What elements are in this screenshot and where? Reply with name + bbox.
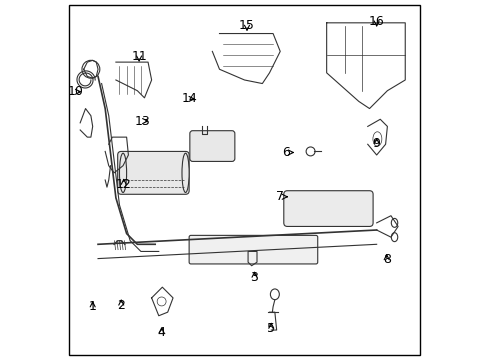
Text: 10: 10 — [67, 85, 83, 98]
Ellipse shape — [182, 153, 189, 193]
Ellipse shape — [270, 289, 279, 300]
Text: 9: 9 — [372, 137, 380, 150]
Text: 15: 15 — [239, 19, 254, 32]
Text: 7: 7 — [275, 190, 286, 203]
Text: 12: 12 — [116, 178, 131, 191]
Ellipse shape — [157, 297, 166, 306]
FancyBboxPatch shape — [189, 131, 234, 161]
Text: 13: 13 — [135, 114, 150, 127]
Ellipse shape — [372, 132, 381, 146]
Ellipse shape — [390, 233, 397, 242]
Text: 1: 1 — [88, 300, 97, 313]
FancyBboxPatch shape — [283, 191, 372, 226]
Ellipse shape — [82, 60, 100, 78]
Text: 11: 11 — [131, 50, 147, 63]
Ellipse shape — [119, 153, 126, 193]
Text: 16: 16 — [368, 14, 384, 27]
Text: 2: 2 — [117, 298, 125, 311]
Text: 6: 6 — [281, 146, 293, 159]
Ellipse shape — [305, 147, 314, 156]
Text: 5: 5 — [267, 322, 275, 335]
FancyBboxPatch shape — [118, 152, 189, 194]
Text: 14: 14 — [181, 93, 197, 105]
Text: 4: 4 — [157, 327, 165, 339]
Ellipse shape — [390, 219, 397, 227]
Text: 3: 3 — [250, 271, 258, 284]
Ellipse shape — [294, 193, 304, 203]
FancyBboxPatch shape — [189, 235, 317, 264]
Text: 8: 8 — [382, 253, 390, 266]
